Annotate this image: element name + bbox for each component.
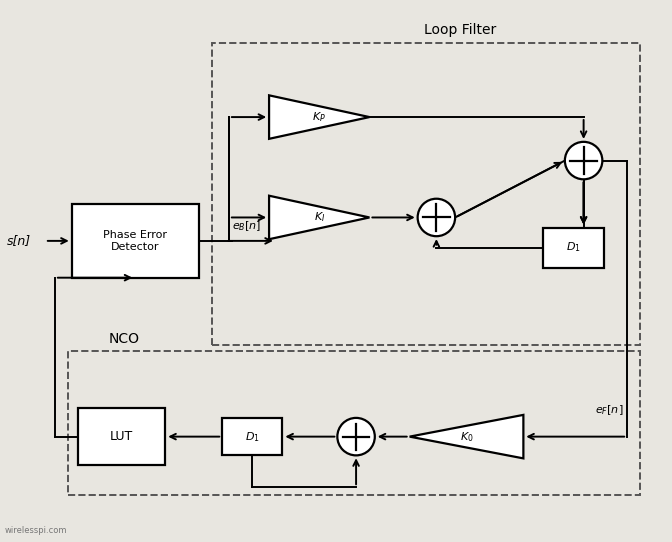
Text: $e_B[n]$: $e_B[n]$ [233, 219, 261, 233]
Bar [222, 418, 282, 455]
Circle shape [337, 418, 375, 455]
Bar [69, 351, 640, 495]
Text: $K_I$: $K_I$ [314, 210, 325, 224]
Bar [79, 408, 165, 465]
Circle shape [565, 142, 602, 179]
Text: $e_F[n]$: $e_F[n]$ [595, 403, 624, 417]
Text: s[n]: s[n] [7, 234, 31, 247]
Text: $D_1$: $D_1$ [245, 430, 260, 443]
Text: $D_1$: $D_1$ [566, 241, 581, 255]
Text: LUT: LUT [110, 430, 134, 443]
Text: $K_P$: $K_P$ [312, 110, 326, 124]
Polygon shape [410, 415, 523, 459]
Bar [212, 43, 640, 345]
Text: Phase Error
Detector: Phase Error Detector [103, 230, 167, 251]
Text: $K_0$: $K_0$ [460, 430, 473, 443]
Text: Loop Filter: Loop Filter [423, 23, 496, 37]
Text: wirelesspi.com: wirelesspi.com [5, 526, 67, 535]
Polygon shape [269, 95, 370, 139]
Bar [544, 228, 603, 268]
Circle shape [417, 199, 455, 236]
Text: NCO: NCO [108, 332, 140, 346]
Polygon shape [269, 196, 370, 239]
Bar [72, 204, 199, 278]
